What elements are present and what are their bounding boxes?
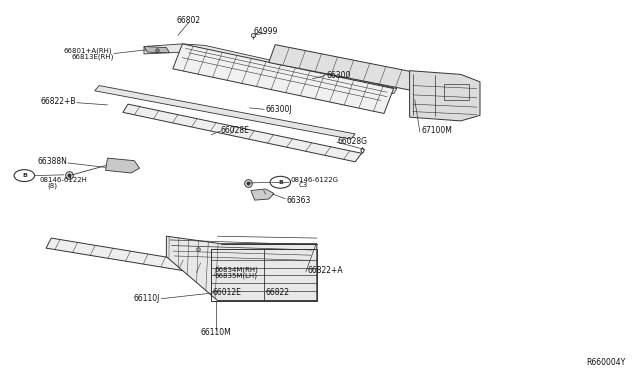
Circle shape bbox=[14, 170, 35, 182]
Text: 66802: 66802 bbox=[177, 16, 201, 25]
Text: R660004Y: R660004Y bbox=[587, 358, 626, 367]
Circle shape bbox=[270, 176, 291, 188]
Text: 66300: 66300 bbox=[326, 71, 351, 80]
Polygon shape bbox=[173, 44, 394, 113]
Text: 66110M: 66110M bbox=[201, 328, 232, 337]
Text: 66801+A(RH): 66801+A(RH) bbox=[63, 48, 112, 54]
Text: 66388N: 66388N bbox=[37, 157, 67, 166]
Polygon shape bbox=[410, 71, 480, 121]
Polygon shape bbox=[269, 45, 416, 90]
Text: 66822: 66822 bbox=[266, 288, 289, 296]
Text: C3: C3 bbox=[298, 182, 307, 188]
Polygon shape bbox=[106, 158, 140, 173]
Text: 66834M(RH): 66834M(RH) bbox=[214, 267, 259, 273]
Text: 64999: 64999 bbox=[253, 27, 278, 36]
Polygon shape bbox=[251, 189, 274, 200]
Polygon shape bbox=[95, 86, 355, 139]
Text: 66822+B: 66822+B bbox=[40, 97, 76, 106]
Text: 08146-6122G: 08146-6122G bbox=[291, 177, 339, 183]
Text: 66363: 66363 bbox=[287, 196, 311, 205]
Text: 66822+A: 66822+A bbox=[307, 266, 343, 275]
Polygon shape bbox=[123, 104, 362, 162]
Text: 66813E(RH): 66813E(RH) bbox=[72, 53, 114, 60]
Polygon shape bbox=[144, 44, 397, 94]
Text: 66110J: 66110J bbox=[134, 294, 160, 303]
Polygon shape bbox=[144, 46, 170, 53]
Text: 66012E: 66012E bbox=[212, 288, 241, 296]
Text: B: B bbox=[22, 173, 27, 178]
Text: 66835M(LH): 66835M(LH) bbox=[214, 272, 257, 279]
Polygon shape bbox=[166, 236, 317, 301]
Text: 66028G: 66028G bbox=[338, 137, 368, 146]
Text: B: B bbox=[278, 180, 283, 185]
Text: 08146-6122H: 08146-6122H bbox=[40, 177, 88, 183]
Polygon shape bbox=[46, 238, 227, 277]
Text: 66300J: 66300J bbox=[266, 105, 292, 114]
Bar bbox=[211, 249, 317, 301]
Bar bbox=[444, 84, 469, 100]
Text: 67100M: 67100M bbox=[421, 126, 452, 135]
Text: 66028E: 66028E bbox=[221, 126, 250, 135]
Text: (8): (8) bbox=[47, 182, 58, 189]
